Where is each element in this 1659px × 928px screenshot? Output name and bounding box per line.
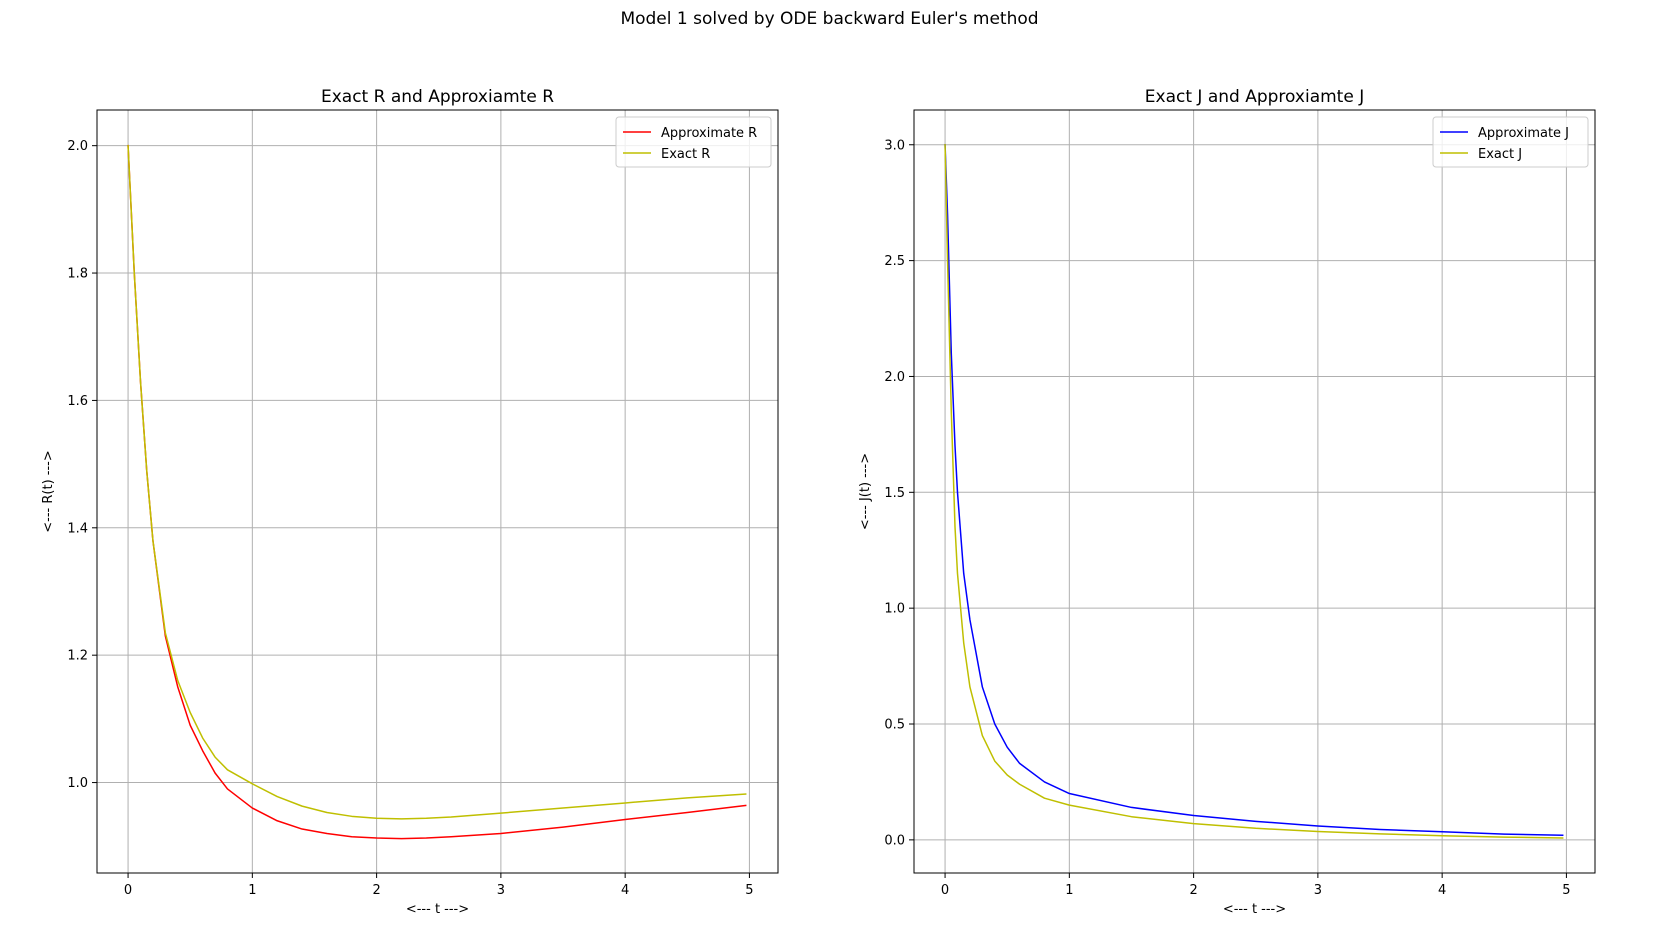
x-tick-label-r: 3 — [497, 883, 505, 898]
x-axis-label-r: <--- t ---> — [406, 902, 469, 917]
y-tick-label-j: 1.5 — [884, 486, 905, 501]
y-tick-label-r: 1.2 — [67, 649, 88, 664]
x-tick-label-j: 5 — [1562, 883, 1570, 898]
legend-j: Approximate J Exact J — [1432, 116, 1589, 168]
legend-label-approximate-j: Approximate J — [1478, 126, 1569, 141]
subplot-j: 0 1 2 3 4 5 0.0 0.5 1.0 1.5 2.0 2.5 3.0 Exact J and A… — [858, 87, 1596, 917]
y-tick-label-r: 1.8 — [67, 267, 88, 282]
x-tick-label-r: 5 — [745, 883, 753, 898]
x-tick-label-r: 4 — [621, 883, 629, 898]
subplot-title-r: Exact R and Approxiamte R — [321, 87, 554, 107]
x-tick-label-j: 2 — [1189, 883, 1197, 898]
legend-label-approximate-r: Approximate R — [661, 126, 757, 141]
x-axis-label-j: <--- t ---> — [1223, 902, 1286, 917]
subplot-r: 0 1 2 3 4 5 1.0 1.2 1.4 1.6 1.8 2.0 Exact R and Appr… — [41, 87, 779, 917]
y-tick-label-j: 0.5 — [884, 718, 905, 733]
x-tick-label-r: 0 — [124, 883, 132, 898]
y-tick-label-r: 1.0 — [67, 776, 88, 791]
y-axis-label-r: <--- R(t) ---> — [41, 450, 56, 532]
x-tick-label-j: 0 — [941, 883, 949, 898]
y-tick-label-r: 1.6 — [67, 394, 88, 409]
series-line-approximate-r — [127, 144, 747, 840]
x-tick-label-r: 1 — [248, 883, 256, 898]
x-tick-label-j: 4 — [1438, 883, 1446, 898]
series-line-exact-j — [944, 143, 1564, 839]
figure-suptitle: Model 1 solved by ODE backward Euler's m… — [620, 9, 1038, 29]
y-tick-label-j: 0.0 — [884, 833, 905, 848]
legend-box-j — [1432, 116, 1589, 168]
axes-frame-j — [913, 109, 1596, 874]
y-tick-label-j: 2.0 — [884, 370, 905, 385]
y-axis-label-j: <--- J(t) ---> — [858, 453, 873, 530]
series-line-exact-r — [127, 144, 747, 820]
x-tick-label-j: 1 — [1065, 883, 1073, 898]
legend-label-exact-j: Exact J — [1478, 147, 1522, 162]
legend-label-exact-r: Exact R — [661, 147, 710, 162]
axes-frame-r — [96, 109, 779, 874]
y-tick-label-j: 1.0 — [884, 602, 905, 617]
x-tick-label-r: 2 — [372, 883, 380, 898]
y-tick-label-j: 2.5 — [884, 254, 905, 269]
legend-box-r — [615, 116, 772, 168]
y-tick-label-j: 3.0 — [884, 138, 905, 153]
y-tick-label-r: 2.0 — [67, 139, 88, 154]
legend-r: Approximate R Exact R — [615, 116, 772, 168]
subplot-title-j: Exact J and Approxiamte J — [1145, 87, 1364, 107]
y-tick-label-r: 1.4 — [67, 521, 88, 536]
series-line-approximate-j — [944, 143, 1564, 836]
x-tick-label-j: 3 — [1314, 883, 1322, 898]
